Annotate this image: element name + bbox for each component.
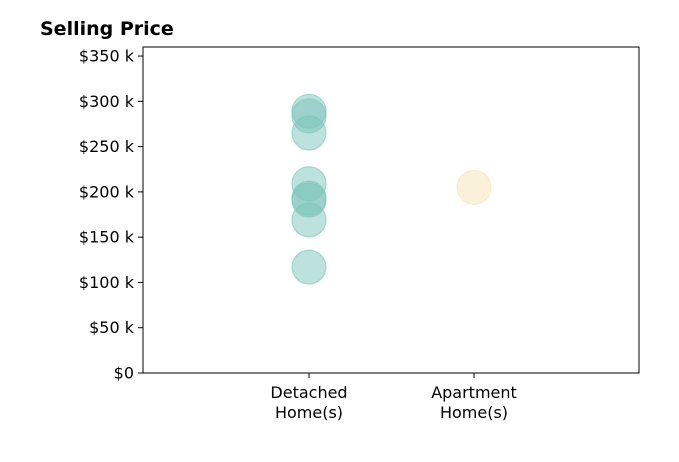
x-axis: Detached Home(s)Apartment Home(s) <box>270 373 517 422</box>
data-point <box>291 249 327 285</box>
y-axis: $0 $50 k $100 k $150 k $200 k $250 k $300 k $35… <box>79 47 143 383</box>
y-tick-label: $100 k <box>79 273 135 292</box>
y-tick-label: $0 <box>114 364 134 383</box>
chart-title: Selling Price <box>40 18 174 40</box>
x-tick-label-line: Home(s) <box>440 403 508 422</box>
y-tick-label: $50 k <box>89 318 135 337</box>
plot-area-frame <box>142 46 640 374</box>
x-tick-label-line: Detached <box>270 383 347 402</box>
x-tick-label: Detached Home(s) <box>270 383 347 422</box>
y-tick-label: $300 k <box>79 92 135 111</box>
x-tick-label-line: Home(s) <box>275 403 343 422</box>
data-point <box>291 115 327 151</box>
data-point <box>291 202 327 238</box>
y-tick-label: $250 k <box>79 137 135 156</box>
y-tick-label: $350 k <box>79 47 135 66</box>
data-points <box>291 93 492 285</box>
y-tick-label: $150 k <box>79 228 135 247</box>
x-tick-label-line: Apartment <box>431 383 517 402</box>
y-tick-label: $200 k <box>79 182 135 201</box>
x-tick-label: Apartment Home(s) <box>431 383 517 422</box>
data-point <box>456 169 492 205</box>
